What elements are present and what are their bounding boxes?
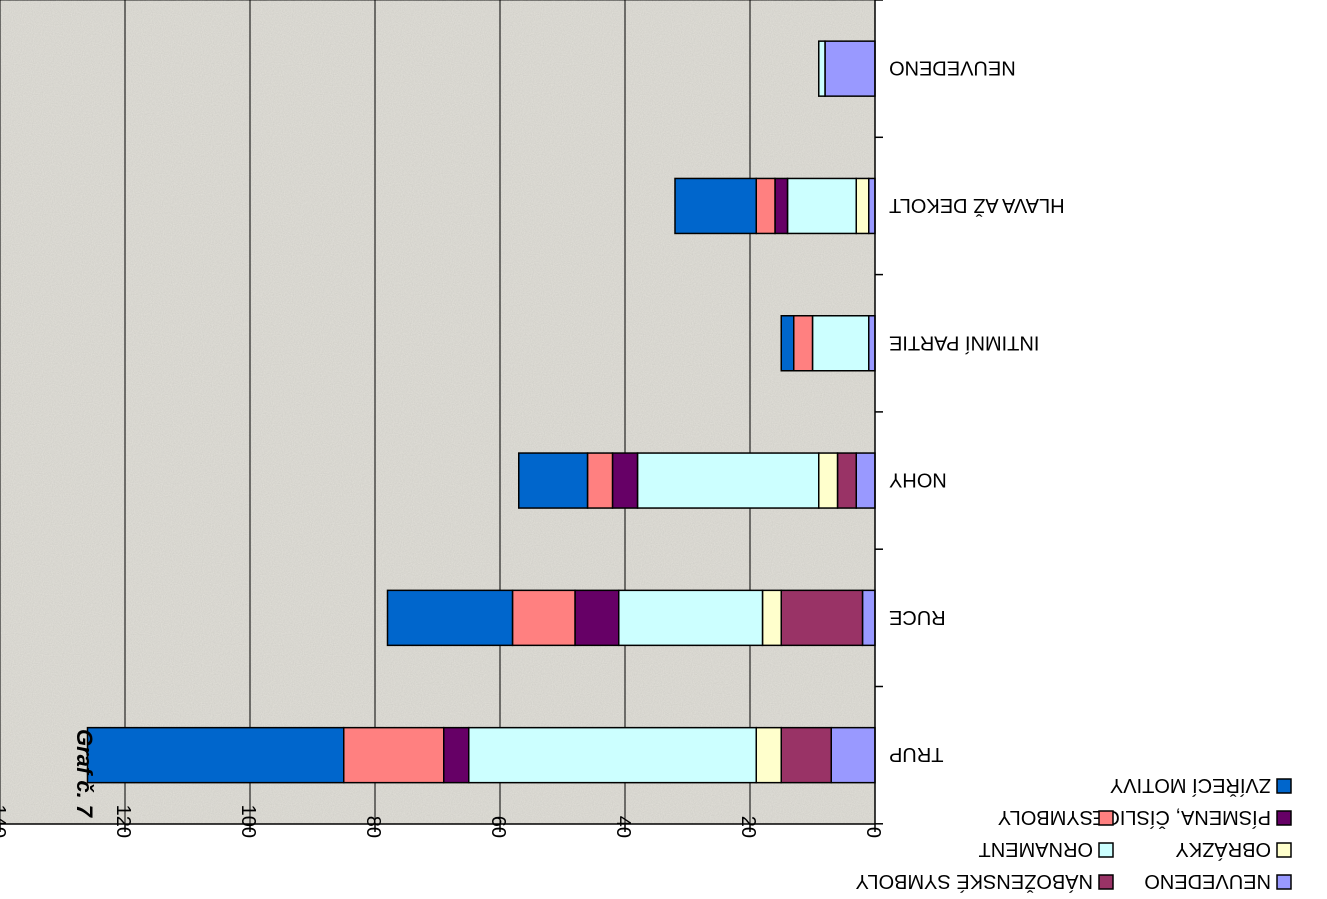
legend-swatch: [1098, 874, 1114, 890]
bar-segment: [824, 40, 876, 97]
bar-segment: [855, 452, 876, 509]
bar-segment: [518, 452, 589, 509]
category-label: RUCE: [889, 606, 946, 628]
legend-swatch: [1276, 778, 1292, 794]
chart-annotation: Graf č. 7: [72, 729, 97, 819]
legend-label: OBRÁZKY: [1175, 838, 1271, 861]
bar-segment: [830, 726, 876, 784]
legend-swatch: [1276, 874, 1292, 890]
bar-segment: [636, 452, 820, 509]
bar-segment: [868, 177, 876, 235]
bar-segment: [774, 177, 789, 235]
bar-segment: [836, 452, 857, 509]
gridlines: [0, 0, 751, 824]
value-labels: 0 20 40 60 80 100 120 140: [0, 805, 884, 838]
bar-segment: [674, 177, 757, 235]
bar-segment: [780, 589, 864, 647]
value-tick-label: 140: [0, 805, 9, 838]
bar-segment: [868, 315, 876, 372]
bar-segment: [818, 40, 826, 97]
bars: [86, 40, 876, 784]
legend-label: ORNAMENT: [979, 838, 1093, 860]
plot-texture: [0, 0, 875, 824]
legend-label: ZVÍŘECÍ MOTIVY: [1110, 774, 1271, 797]
category-label: TRUP: [889, 743, 943, 765]
bar-segment: [761, 589, 782, 647]
category-label: HLAVA AŽ DEKOLT: [889, 194, 1065, 217]
legend-label: NÁBOŽENSKÉ SYMBOLY: [856, 870, 1093, 893]
legend-swatch: [1098, 842, 1114, 858]
bar-segment: [443, 726, 470, 784]
value-tick-label: 20: [737, 816, 759, 838]
legend-swatch: [1098, 810, 1114, 826]
bar-segment: [86, 726, 345, 784]
legend-label: PÍSMENA, ČÍSLICE: [1092, 806, 1271, 829]
bar-segment: [386, 589, 514, 647]
value-tick-label: 40: [612, 816, 634, 838]
bar-segment: [343, 726, 445, 784]
legend: NEUVEDENO OBRÁZKY PÍSMENA, ČÍSLICE ZVÍŘECÍ …: [856, 774, 1292, 893]
category-labels: NEUVEDENO HLAVA AŽ DEKOLT INTIMNÍ PARTIE NO…: [889, 57, 1065, 766]
legend-label: SYMBOLY: [998, 806, 1093, 828]
value-tick-label: 100: [237, 805, 259, 838]
value-tick-label: 80: [362, 816, 384, 838]
bar-segment: [780, 726, 832, 784]
value-tick-label: 120: [112, 805, 134, 838]
legend-label: NEUVEDENO: [1144, 870, 1271, 892]
bar-segment: [861, 589, 876, 647]
bar-segment: [780, 315, 795, 372]
bar-segment: [574, 589, 620, 647]
bar-segment: [755, 177, 776, 235]
legend-swatch: [1276, 810, 1292, 826]
value-tick-label: 0: [862, 827, 884, 838]
bar-segment: [586, 452, 614, 509]
category-label: NOHY: [889, 469, 947, 491]
bar-segment: [618, 589, 764, 647]
bar-segment: [811, 315, 870, 372]
bar-segment: [793, 315, 814, 372]
value-tick-label: 60: [487, 816, 509, 838]
bar-segment: [855, 177, 870, 235]
category-label: NEUVEDENO: [889, 57, 1016, 79]
bar-segment: [786, 177, 857, 235]
bar-segment: [818, 452, 839, 509]
category-label: INTIMNÍ PARTIE: [889, 331, 1039, 354]
legend-swatch: [1276, 842, 1292, 858]
bar-segment: [511, 589, 576, 647]
bar-segment: [468, 726, 757, 784]
category-ticks: [875, 0, 883, 825]
bar-segment: [611, 452, 639, 509]
value-ticks: [0, 824, 876, 832]
bar-segment: [755, 726, 782, 784]
